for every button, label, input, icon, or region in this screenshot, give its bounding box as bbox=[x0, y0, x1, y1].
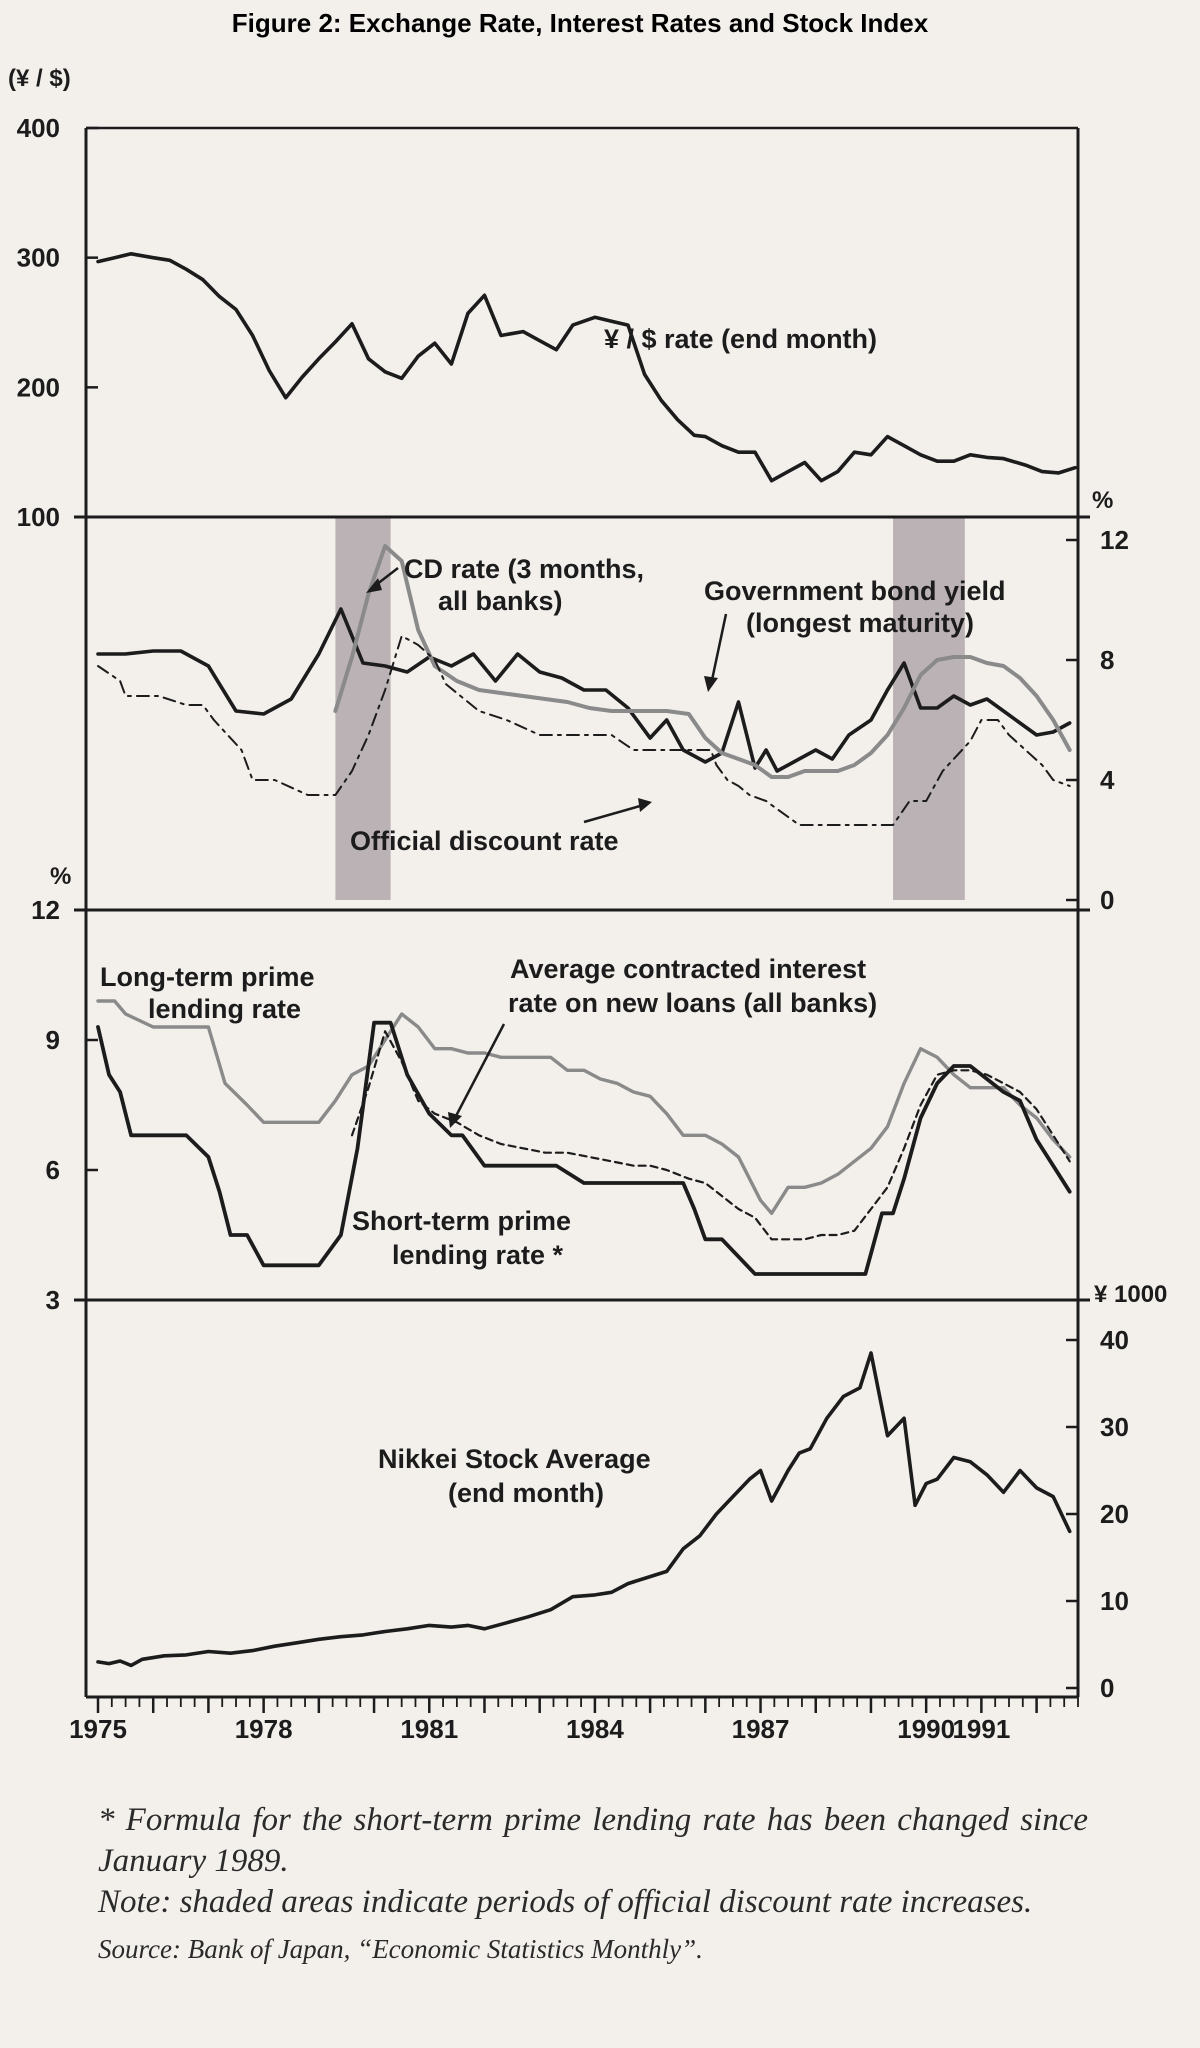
chart-title: Figure 2: Exchange Rate, Interest Rates … bbox=[232, 8, 929, 38]
ytick-label-panel4: 20 bbox=[1100, 1499, 1129, 1529]
source-line: Source: Bank of Japan, “Economic Statist… bbox=[98, 1934, 703, 1964]
ytick-label-panel3: 12 bbox=[31, 895, 60, 925]
unit-label-rates-right: % bbox=[1092, 487, 1113, 514]
series-line-cd-rate-3-months-all-banks bbox=[333, 544, 1072, 779]
label-avg-contracted-line2: rate on new loans (all banks) bbox=[508, 988, 877, 1018]
label-long-term-prime-line1: Long-term prime bbox=[100, 962, 315, 992]
series-line-nikkei-stock-average-end-month bbox=[96, 1351, 1072, 1668]
ytick-label-panel3: 6 bbox=[46, 1155, 60, 1185]
series-line-short-term-prime-lending-rate bbox=[96, 1020, 1072, 1276]
ytick-label-panel2: 8 bbox=[1100, 645, 1114, 675]
series-line-long-term-prime-lending-rate bbox=[96, 999, 1072, 1216]
label-gov-bond-line1: Government bond yield bbox=[704, 576, 1006, 606]
series-line-average-contracted-interest-rate-on-new-loans-all-banks bbox=[350, 1030, 1071, 1241]
ytick-label-panel4: 30 bbox=[1100, 1412, 1129, 1442]
ytick-label-panel2: 4 bbox=[1100, 765, 1115, 795]
xtick-label-1981: 1981 bbox=[400, 1714, 458, 1744]
xtick-label-1990: 1990 bbox=[897, 1714, 955, 1744]
ytick-label-panel3: 9 bbox=[46, 1025, 60, 1055]
ytick-label-panel1: 100 bbox=[17, 502, 60, 532]
unit-label-fx: (¥ / $) bbox=[8, 65, 71, 92]
arrow-avg-contracted-head bbox=[448, 1112, 462, 1128]
label-nikkei-line1: Nikkei Stock Average bbox=[378, 1444, 651, 1474]
ytick-label-panel4: 10 bbox=[1100, 1586, 1129, 1616]
xtick-label-1991: 1991 bbox=[952, 1714, 1010, 1744]
label-fx-rate: ¥ / $ rate (end month) bbox=[604, 324, 877, 354]
series-line-rate-end-month bbox=[96, 252, 1077, 483]
label-cd-rate-line1: CD rate (3 months, bbox=[404, 554, 644, 584]
ytick-label-panel4: 0 bbox=[1100, 1673, 1114, 1703]
footnotes: * Formula for the short-term prime lendi… bbox=[98, 1800, 1088, 1970]
arrow-gov-bond-head bbox=[704, 676, 718, 692]
arrow-gov-bond bbox=[710, 613, 728, 681]
xtick-label-1984: 1984 bbox=[566, 1714, 624, 1744]
label-cd-rate-line2: all banks) bbox=[438, 586, 563, 616]
unit-label-nikkei-right: ¥ 1000 bbox=[1094, 1281, 1167, 1308]
ytick-label-panel1: 400 bbox=[17, 113, 60, 143]
label-avg-contracted-line1: Average contracted interest bbox=[510, 954, 866, 984]
arrow-avg-contracted bbox=[454, 1023, 506, 1117]
ytick-label-panel2: 12 bbox=[1100, 525, 1129, 555]
label-gov-bond-line2: (longest maturity) bbox=[746, 608, 974, 638]
series-lines bbox=[96, 252, 1077, 1668]
footnote-short-term-formula: * Formula for the short-term prime lendi… bbox=[98, 1802, 1088, 1879]
series-labels: ¥ / $ rate (end month) CD rate (3 months… bbox=[100, 324, 1006, 1508]
ytick-label-panel3: 3 bbox=[46, 1285, 60, 1315]
label-nikkei-line2: (end month) bbox=[448, 1478, 604, 1508]
series-line-official-discount-rate bbox=[97, 635, 1071, 826]
arrow-official-discount bbox=[583, 804, 641, 824]
footnote-shaded-areas: Note: shaded areas indicate periods of o… bbox=[98, 1884, 1033, 1920]
pointer-arrows bbox=[366, 567, 728, 1128]
unit-label-lending-left: % bbox=[50, 863, 71, 890]
label-long-term-prime-line2: lending rate bbox=[148, 994, 301, 1024]
ytick-label-panel1: 300 bbox=[17, 243, 60, 273]
series-line-government-bond-yield-longest-maturity bbox=[96, 607, 1072, 773]
arrow-official-discount-head bbox=[638, 798, 652, 812]
label-official-discount-rate: Official discount rate bbox=[350, 826, 619, 856]
xtick-label-1975: 1975 bbox=[69, 1714, 127, 1744]
ytick-label-panel1: 200 bbox=[17, 372, 60, 402]
arrow-cd-rate-head bbox=[366, 578, 382, 593]
xtick-label-1987: 1987 bbox=[732, 1714, 790, 1744]
label-short-term-prime-line2: lending rate * bbox=[392, 1240, 564, 1270]
ytick-label-panel2: 0 bbox=[1100, 885, 1114, 915]
label-short-term-prime-line1: Short-term prime bbox=[352, 1206, 571, 1236]
ytick-label-panel4: 40 bbox=[1100, 1325, 1129, 1355]
xtick-label-1978: 1978 bbox=[235, 1714, 293, 1744]
